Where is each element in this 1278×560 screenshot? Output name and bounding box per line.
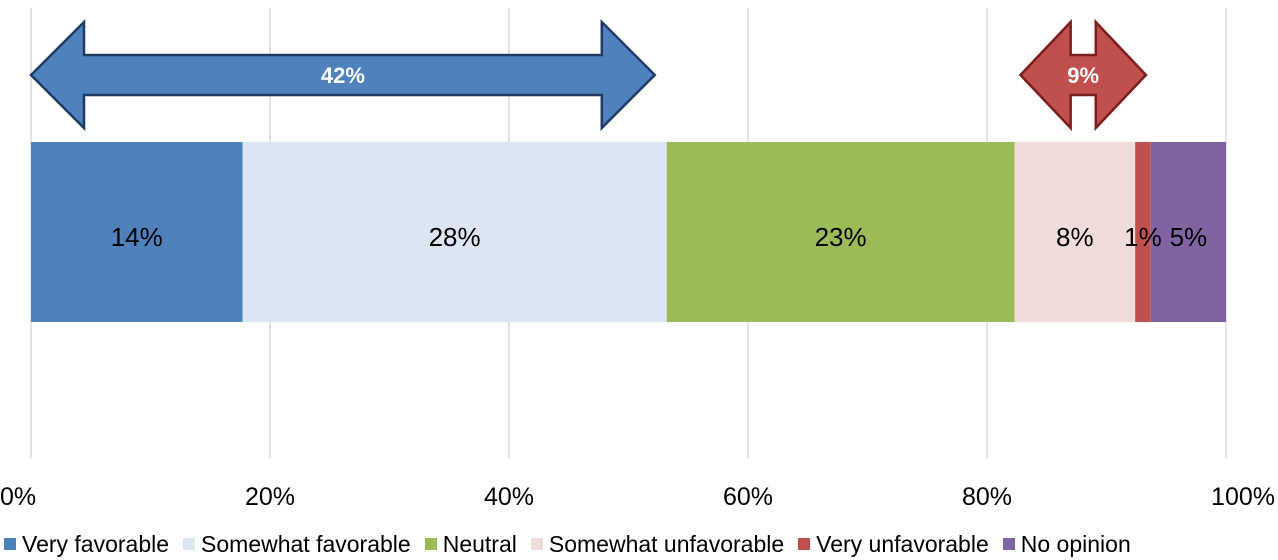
- range-arrow-label: 9%: [1067, 63, 1099, 88]
- bar-segment: [1150, 142, 1226, 322]
- x-tick-label: 60%: [723, 483, 773, 511]
- x-axis-ticks: 0% 20% 40% 60% 80% 100%: [0, 483, 1275, 511]
- legend-label: Somewhat favorable: [201, 530, 411, 557]
- range-arrow: [1018, 18, 1148, 132]
- legend-swatch: [4, 538, 16, 550]
- data-label: 5%: [1170, 222, 1208, 252]
- data-label: 23%: [815, 222, 867, 252]
- x-tick-label: 100%: [1211, 483, 1275, 511]
- legend-item: Somewhat unfavorable: [530, 530, 785, 558]
- bar-segment: [1014, 142, 1136, 322]
- legend-swatch: [530, 538, 543, 550]
- legend-item: Somewhat favorable: [183, 531, 411, 558]
- range-arrows: 42% 9%: [29, 18, 1148, 132]
- legend-swatch: [424, 538, 437, 550]
- x-tick-label: 40%: [484, 483, 534, 511]
- bar-segment: [666, 142, 1015, 322]
- bar-segment: [242, 142, 667, 322]
- legend-label: Very favorable: [22, 530, 170, 557]
- legend-label: Very unfavorable: [816, 530, 989, 557]
- legend-item: Very favorable: [4, 531, 169, 558]
- x-tick-label: 20%: [245, 483, 295, 511]
- range-arrow-label: 42%: [321, 63, 365, 88]
- legend-swatch: [183, 538, 196, 550]
- legend-label: Neutral: [442, 530, 517, 557]
- data-label: 8%: [1056, 222, 1094, 252]
- legend: Very favorable Somewhat favorable Neutral S…: [0, 528, 1278, 560]
- data-label: 28%: [429, 222, 481, 252]
- bar-data-labels: 14% 28% 23% 8% 1% 5%: [111, 222, 1207, 252]
- x-tick-label: 80%: [962, 483, 1012, 511]
- x-tick-label: 0%: [0, 483, 36, 511]
- bar-segment: [1135, 142, 1151, 322]
- bar-segment: [31, 142, 243, 322]
- data-label: 1%: [1124, 222, 1162, 252]
- range-arrow: [29, 18, 657, 132]
- legend-item: No opinion: [1002, 530, 1131, 558]
- data-label: 14%: [111, 222, 163, 252]
- legend-item: Very unfavorable: [798, 531, 989, 558]
- stacked-bar-chart: 14% 28% 23% 8% 1% 5% 42% 9% 0% 20% 40% 60% 80% 100%: [0, 8, 1275, 511]
- legend-label: No opinion: [1020, 530, 1131, 557]
- legend-swatch: [1002, 538, 1015, 550]
- legend-swatch: [798, 538, 811, 550]
- legend-label: Somewhat unfavorable: [548, 530, 785, 557]
- bar-segments: [31, 142, 1226, 322]
- legend-item: Neutral: [424, 530, 517, 558]
